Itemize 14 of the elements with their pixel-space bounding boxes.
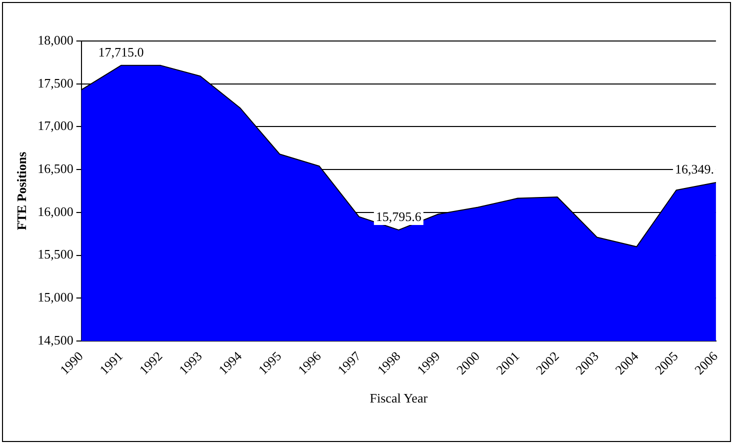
data-label: 17,715.0 xyxy=(98,44,144,60)
x-tick-label: 1991 xyxy=(96,348,126,378)
y-tick-label: 16,000 xyxy=(38,204,74,219)
y-tick-label: 17,500 xyxy=(38,75,74,90)
x-axis-title: Fiscal Year xyxy=(370,390,428,406)
y-tick-label: 18,000 xyxy=(38,32,74,48)
y-tick-label: 15,000 xyxy=(38,290,74,305)
y-tick-label: 15,500 xyxy=(38,246,74,262)
data-label: 16,349. xyxy=(674,161,714,176)
y-tick-label: 14,500 xyxy=(38,332,74,348)
y-tick-label: 16,500 xyxy=(38,160,74,176)
data-label: 15,795.6 xyxy=(376,208,422,224)
y-axis-title: FTE Positions xyxy=(14,152,30,230)
y-tick-label: 17,000 xyxy=(38,118,74,134)
